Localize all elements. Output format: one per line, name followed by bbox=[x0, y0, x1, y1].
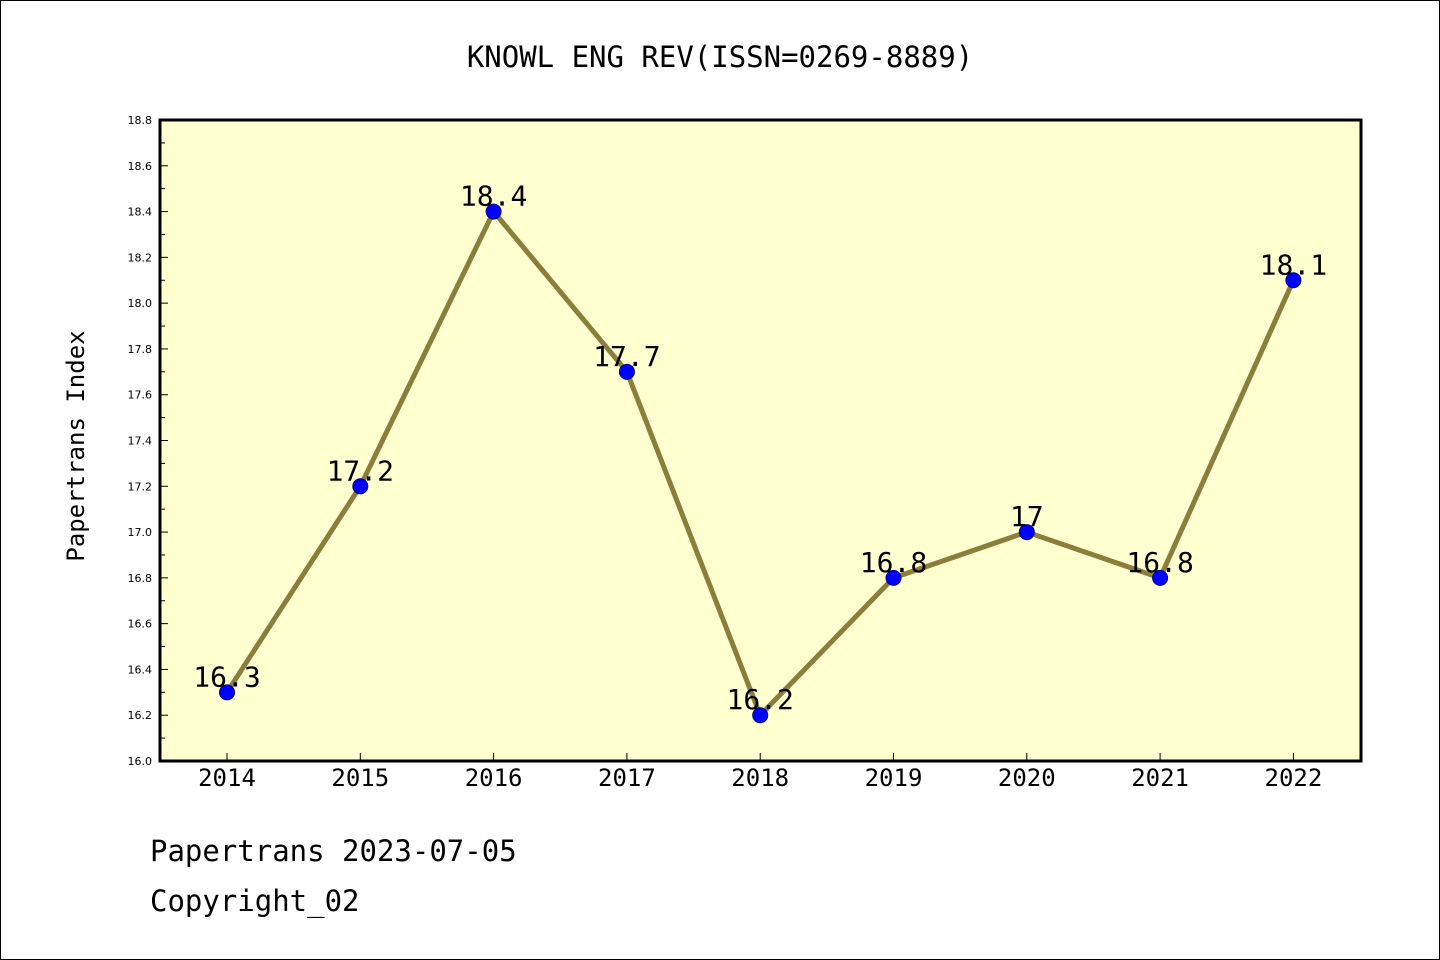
y-axis: 16.0 16.2 16.4 16.6 16.8 17.0 17.2 17.4 17.6 17.8… bbox=[128, 114, 168, 768]
y-tick-label: 16.0 bbox=[128, 755, 153, 768]
x-tick-label: 2014 bbox=[198, 764, 256, 792]
data-point-2016 bbox=[485, 203, 502, 220]
data-label-2014: 16.3 bbox=[193, 660, 260, 693]
chart-title: KNOWL ENG REV(ISSN=0269-8889) bbox=[467, 40, 973, 74]
data-point-2018 bbox=[752, 707, 769, 724]
data-point-2020 bbox=[1018, 524, 1035, 541]
data-point-2022 bbox=[1285, 272, 1302, 289]
data-label-2018: 16.2 bbox=[726, 683, 793, 716]
y-tick-label: 17.4 bbox=[128, 435, 153, 448]
y-tick-label: 16.6 bbox=[128, 618, 153, 631]
data-label-2019: 16.8 bbox=[860, 546, 927, 579]
y-tick-label: 18.6 bbox=[128, 160, 153, 173]
x-tick-label: 2015 bbox=[331, 764, 389, 792]
data-point-2014 bbox=[219, 684, 235, 701]
y-axis-label: Papertrans Index bbox=[62, 330, 90, 561]
data-label-2017: 17.7 bbox=[593, 340, 660, 373]
x-tick-label: 2017 bbox=[598, 764, 656, 792]
y-tick-label: 16.4 bbox=[128, 663, 153, 676]
x-tick-label: 2018 bbox=[731, 764, 789, 792]
plot-area bbox=[158, 118, 1363, 763]
data-point-2017 bbox=[618, 363, 635, 380]
data-label-2021: 16.8 bbox=[1126, 546, 1193, 579]
x-tick-label: 2022 bbox=[1265, 764, 1323, 792]
x-tick-label: 2016 bbox=[465, 764, 523, 792]
data-point-2015 bbox=[352, 478, 369, 495]
data-label-2020: 17 bbox=[1010, 500, 1044, 533]
y-tick-label: 18.2 bbox=[128, 251, 153, 264]
marker-group bbox=[219, 203, 1302, 724]
footer-date: Papertrans 2023-07-05 bbox=[150, 834, 517, 868]
y-tick-label: 16.2 bbox=[128, 709, 153, 722]
y-tick-label: 18.0 bbox=[128, 297, 153, 310]
data-label-group: 16.3 17.2 18.4 17.7 16.2 16.8 17 16.8 18.1 bbox=[193, 180, 1327, 717]
y-tick-label: 17.0 bbox=[128, 526, 153, 539]
data-point-2021 bbox=[1152, 569, 1169, 586]
y-tick-label: 16.8 bbox=[128, 572, 153, 585]
data-point-2019 bbox=[885, 569, 902, 586]
y-tick-label: 17.8 bbox=[128, 343, 153, 356]
footer-copyright: Copyright_02 bbox=[150, 884, 360, 918]
y-tick-label: 18.4 bbox=[128, 206, 153, 219]
y-tick-label: 18.8 bbox=[128, 114, 153, 127]
data-label-2015: 17.2 bbox=[327, 454, 394, 487]
data-label-2016: 18.4 bbox=[460, 180, 527, 213]
data-label-2022: 18.1 bbox=[1260, 248, 1327, 281]
x-tick-label: 2020 bbox=[998, 764, 1056, 792]
x-axis: 2014 2015 2016 2017 2018 2019 2020 2021 2022 bbox=[198, 753, 1322, 792]
x-tick-label: 2019 bbox=[865, 764, 923, 792]
x-tick-label: 2021 bbox=[1131, 764, 1189, 792]
y-tick-label: 17.2 bbox=[128, 480, 153, 493]
y-tick-label: 17.6 bbox=[128, 389, 153, 402]
